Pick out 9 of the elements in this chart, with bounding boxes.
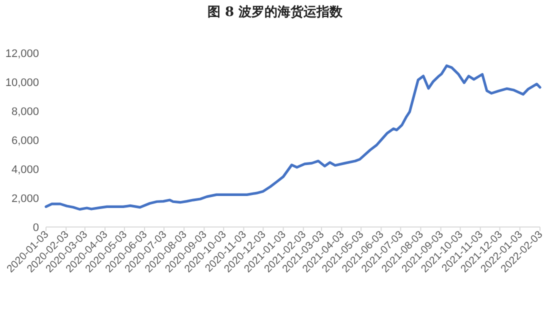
chart-title: 图 8 波罗的海货运指数	[207, 4, 344, 20]
y-tick-label: 8,000	[11, 106, 39, 118]
line-series	[44, 64, 542, 211]
y-tick-label: 6,000	[11, 134, 39, 147]
y-tick-label: 0	[32, 222, 39, 234]
y-tick-label: 10,000	[5, 76, 39, 89]
y-tick-label: 12,000	[5, 48, 39, 60]
y-tick-label: 2,000	[11, 192, 39, 205]
y-tick-label: 4,000	[11, 164, 39, 176]
